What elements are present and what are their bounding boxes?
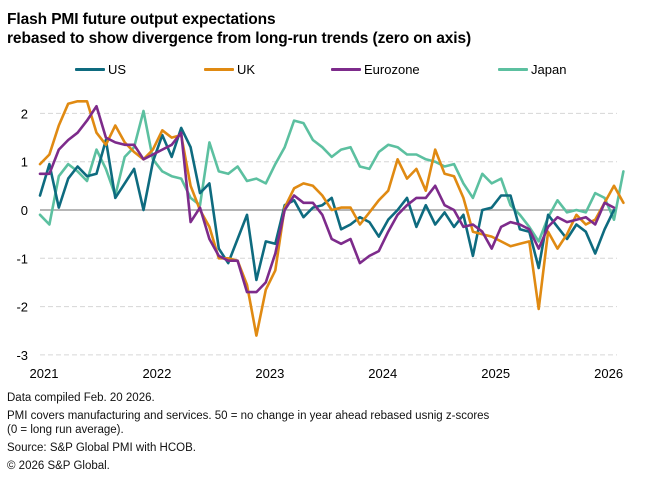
legend-item-eurozone: Eurozone <box>331 62 420 77</box>
legend-label-eurozone: Eurozone <box>364 62 420 77</box>
legend-item-us: US <box>75 62 126 77</box>
copyright-note: © 2026 S&P Global. <box>7 460 110 472</box>
x-tick-label: 2023 <box>255 366 284 381</box>
legend-swatch-us <box>75 68 105 71</box>
legend-item-japan: Japan <box>498 62 566 77</box>
x-tick-label: 2021 <box>30 366 59 381</box>
y-tick-label: -1 <box>16 251 28 266</box>
methodology-note-line-1: PMI covers manufacturing and services. 5… <box>7 410 490 422</box>
legend: US UK Eurozone Japan <box>0 62 661 80</box>
legend-label-us: US <box>108 62 127 77</box>
x-tick-label: 2024 <box>368 366 397 381</box>
y-tick-label: 2 <box>21 106 28 121</box>
legend-label-uk: UK <box>237 62 256 77</box>
y-tick-label: 0 <box>21 203 28 218</box>
legend-swatch-eurozone <box>331 68 361 71</box>
series-line-japan <box>38 109 625 243</box>
chart-footer: Data compiled Feb. 20 2026. PMI covers m… <box>7 391 489 477</box>
y-axis-ticks: 2 1 0 -1 -2 -3 <box>16 106 28 363</box>
x-tick-label: 2022 <box>142 366 171 381</box>
chart-title: Flash PMI future output expectations reb… <box>7 10 471 48</box>
y-tick-label: -3 <box>16 348 28 363</box>
series-line-eurozone <box>38 104 616 294</box>
data-compiled-note: Data compiled Feb. 20 2026. <box>7 392 155 404</box>
series-lines <box>38 100 625 337</box>
x-tick-label: 2025 <box>481 366 510 381</box>
chart-title-line-1: Flash PMI future output expectations <box>7 11 276 28</box>
legend-swatch-uk <box>204 68 234 71</box>
y-tick-label: -2 <box>16 300 28 315</box>
x-axis-ticks: 2021 2022 2023 2024 2025 2026 <box>30 366 624 381</box>
chart-title-line-2: rebased to show divergence from long-run… <box>7 30 472 47</box>
series-line-uk <box>38 100 625 337</box>
legend-swatch-japan <box>498 68 528 71</box>
y-tick-label: 1 <box>21 155 28 170</box>
source-note: Source: S&P Global PMI with HCOB. <box>7 442 196 454</box>
gridlines <box>40 112 617 356</box>
legend-label-japan: Japan <box>531 62 567 77</box>
legend-item-uk: UK <box>204 62 255 77</box>
methodology-note-line-2: (0 = long run average). <box>7 424 124 436</box>
x-tick-label: 2026 <box>594 366 623 381</box>
